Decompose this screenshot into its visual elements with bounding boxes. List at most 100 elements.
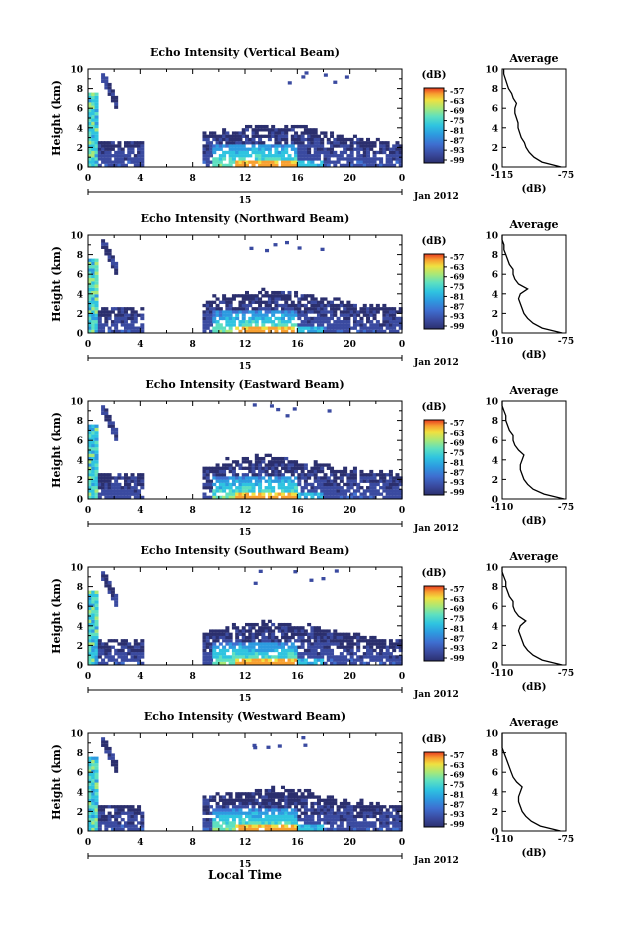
heatmap-cell: [369, 160, 374, 164]
heatmap-cell: [110, 495, 115, 500]
heatmap-cell: [238, 163, 243, 168]
heatmap-cell: [303, 479, 308, 483]
heatmap-cell: [294, 808, 299, 812]
heatmap-cell: [117, 811, 122, 815]
heatmap-cell: [114, 593, 119, 598]
heatmap-cell: [267, 482, 272, 487]
heatmap-cell: [333, 320, 338, 324]
heatmap-cell: [101, 811, 106, 815]
heatmap-cell: [398, 489, 403, 493]
heatmap-cell: [245, 658, 249, 662]
heatmap-cell: [254, 124, 259, 129]
heatmap-cell: [313, 626, 318, 630]
heatmap-cell: [225, 814, 230, 819]
heatmap-cell: [287, 466, 292, 470]
heatmap-cell: [320, 824, 325, 828]
heatmap-cell: [258, 632, 263, 636]
heatmap-cell: [284, 661, 289, 666]
avg-x-tick-label: -110: [491, 835, 514, 845]
heatmap-cell: [323, 307, 328, 311]
heatmap-cell: [205, 157, 210, 161]
heatmap-cell: [382, 642, 387, 646]
heatmap-cell: [379, 642, 384, 646]
heatmap-cell: [130, 476, 135, 480]
colorbar-tick-label: -63: [450, 262, 465, 272]
heatmap-cell: [372, 486, 377, 490]
heatmap-cell: [307, 131, 312, 135]
heatmap-cell: [300, 131, 305, 135]
heatmap-cell: [209, 655, 214, 659]
heatmap-cell: [271, 144, 276, 148]
heatmap-cell: [202, 798, 207, 802]
heatmap-cell: [123, 473, 128, 477]
heatmap-cell: [280, 661, 285, 666]
heatmap-cell: [130, 473, 135, 477]
heatmap-cell: [316, 658, 321, 662]
heatmap-cell: [231, 798, 236, 802]
heatmap-cell: [310, 661, 315, 666]
heatmap-cell: [110, 147, 115, 151]
heatmap-cell: [313, 320, 318, 324]
heatmap-cell: [372, 489, 377, 493]
heatmap-cell: [320, 482, 325, 487]
heatmap-cell: [117, 808, 122, 812]
heatmap-cell: [117, 163, 122, 168]
heatmap-cell: [323, 629, 328, 633]
heatmap-cell: [209, 316, 214, 321]
heatmap-cell: [336, 320, 341, 324]
heatmap-cell: [133, 476, 138, 480]
heatmap-cell: [264, 811, 269, 815]
heatmap-cell: [375, 320, 380, 324]
colorbar: [423, 419, 445, 496]
y-tick-label: 6: [77, 769, 83, 779]
heatmap-cell: [120, 157, 125, 161]
heatmap-cell: [212, 635, 217, 640]
heatmap-cell: [238, 814, 243, 819]
colorbar-tick-label: -99: [450, 819, 465, 829]
heatmap-cell: [310, 805, 315, 809]
heatmap-cell: [267, 137, 272, 142]
heatmap-cell: [228, 463, 233, 467]
heatmap-cell: [123, 811, 128, 815]
heatmap-cell: [120, 154, 125, 158]
heatmap-cell: [114, 814, 119, 819]
heatmap-cell: [284, 310, 289, 314]
heatmap-cell: [290, 818, 295, 822]
heatmap-cell: [310, 655, 315, 659]
heatmap-cell: [97, 642, 102, 646]
heatmap-cell: [323, 463, 328, 467]
heatmap-cell: [231, 460, 236, 464]
heatmap-cell: [313, 303, 318, 308]
heatmap-cell: [91, 476, 96, 480]
heatmap-cell: [235, 473, 240, 477]
heatmap-cell: [265, 248, 270, 253]
heatmap-cell: [287, 469, 292, 474]
heatmap-cell: [277, 798, 282, 802]
heatmap-cell: [267, 821, 272, 825]
heatmap-cell: [366, 642, 371, 646]
heatmap-cell: [101, 740, 106, 744]
heatmap-cell: [114, 811, 119, 815]
x-tick-label: 0: [399, 340, 405, 350]
heatmap-cell: [205, 137, 210, 142]
heatmap-cell: [280, 824, 285, 828]
heatmap-cell: [97, 473, 102, 477]
avg-y-tick-label: 0: [492, 164, 498, 174]
heatmap-cell: [222, 154, 227, 158]
heatmap-cell: [245, 489, 249, 493]
heatmap-cell: [88, 759, 92, 764]
heatmap-cell: [97, 147, 102, 151]
heatmap-cell: [258, 303, 263, 308]
heatmap-cell: [280, 316, 285, 321]
heatmap-cell: [280, 134, 285, 138]
heatmap-cell: [94, 610, 99, 614]
heatmap-cell: [356, 639, 361, 643]
heatmap-cell: [241, 460, 246, 464]
heatmap-cell: [97, 482, 102, 487]
heatmap-cell: [137, 658, 142, 662]
heatmap-cell: [267, 805, 272, 809]
heatmap-cell: [231, 144, 236, 148]
heatmap-cell: [316, 316, 321, 321]
colorbar-tick-label: -57: [450, 86, 464, 96]
